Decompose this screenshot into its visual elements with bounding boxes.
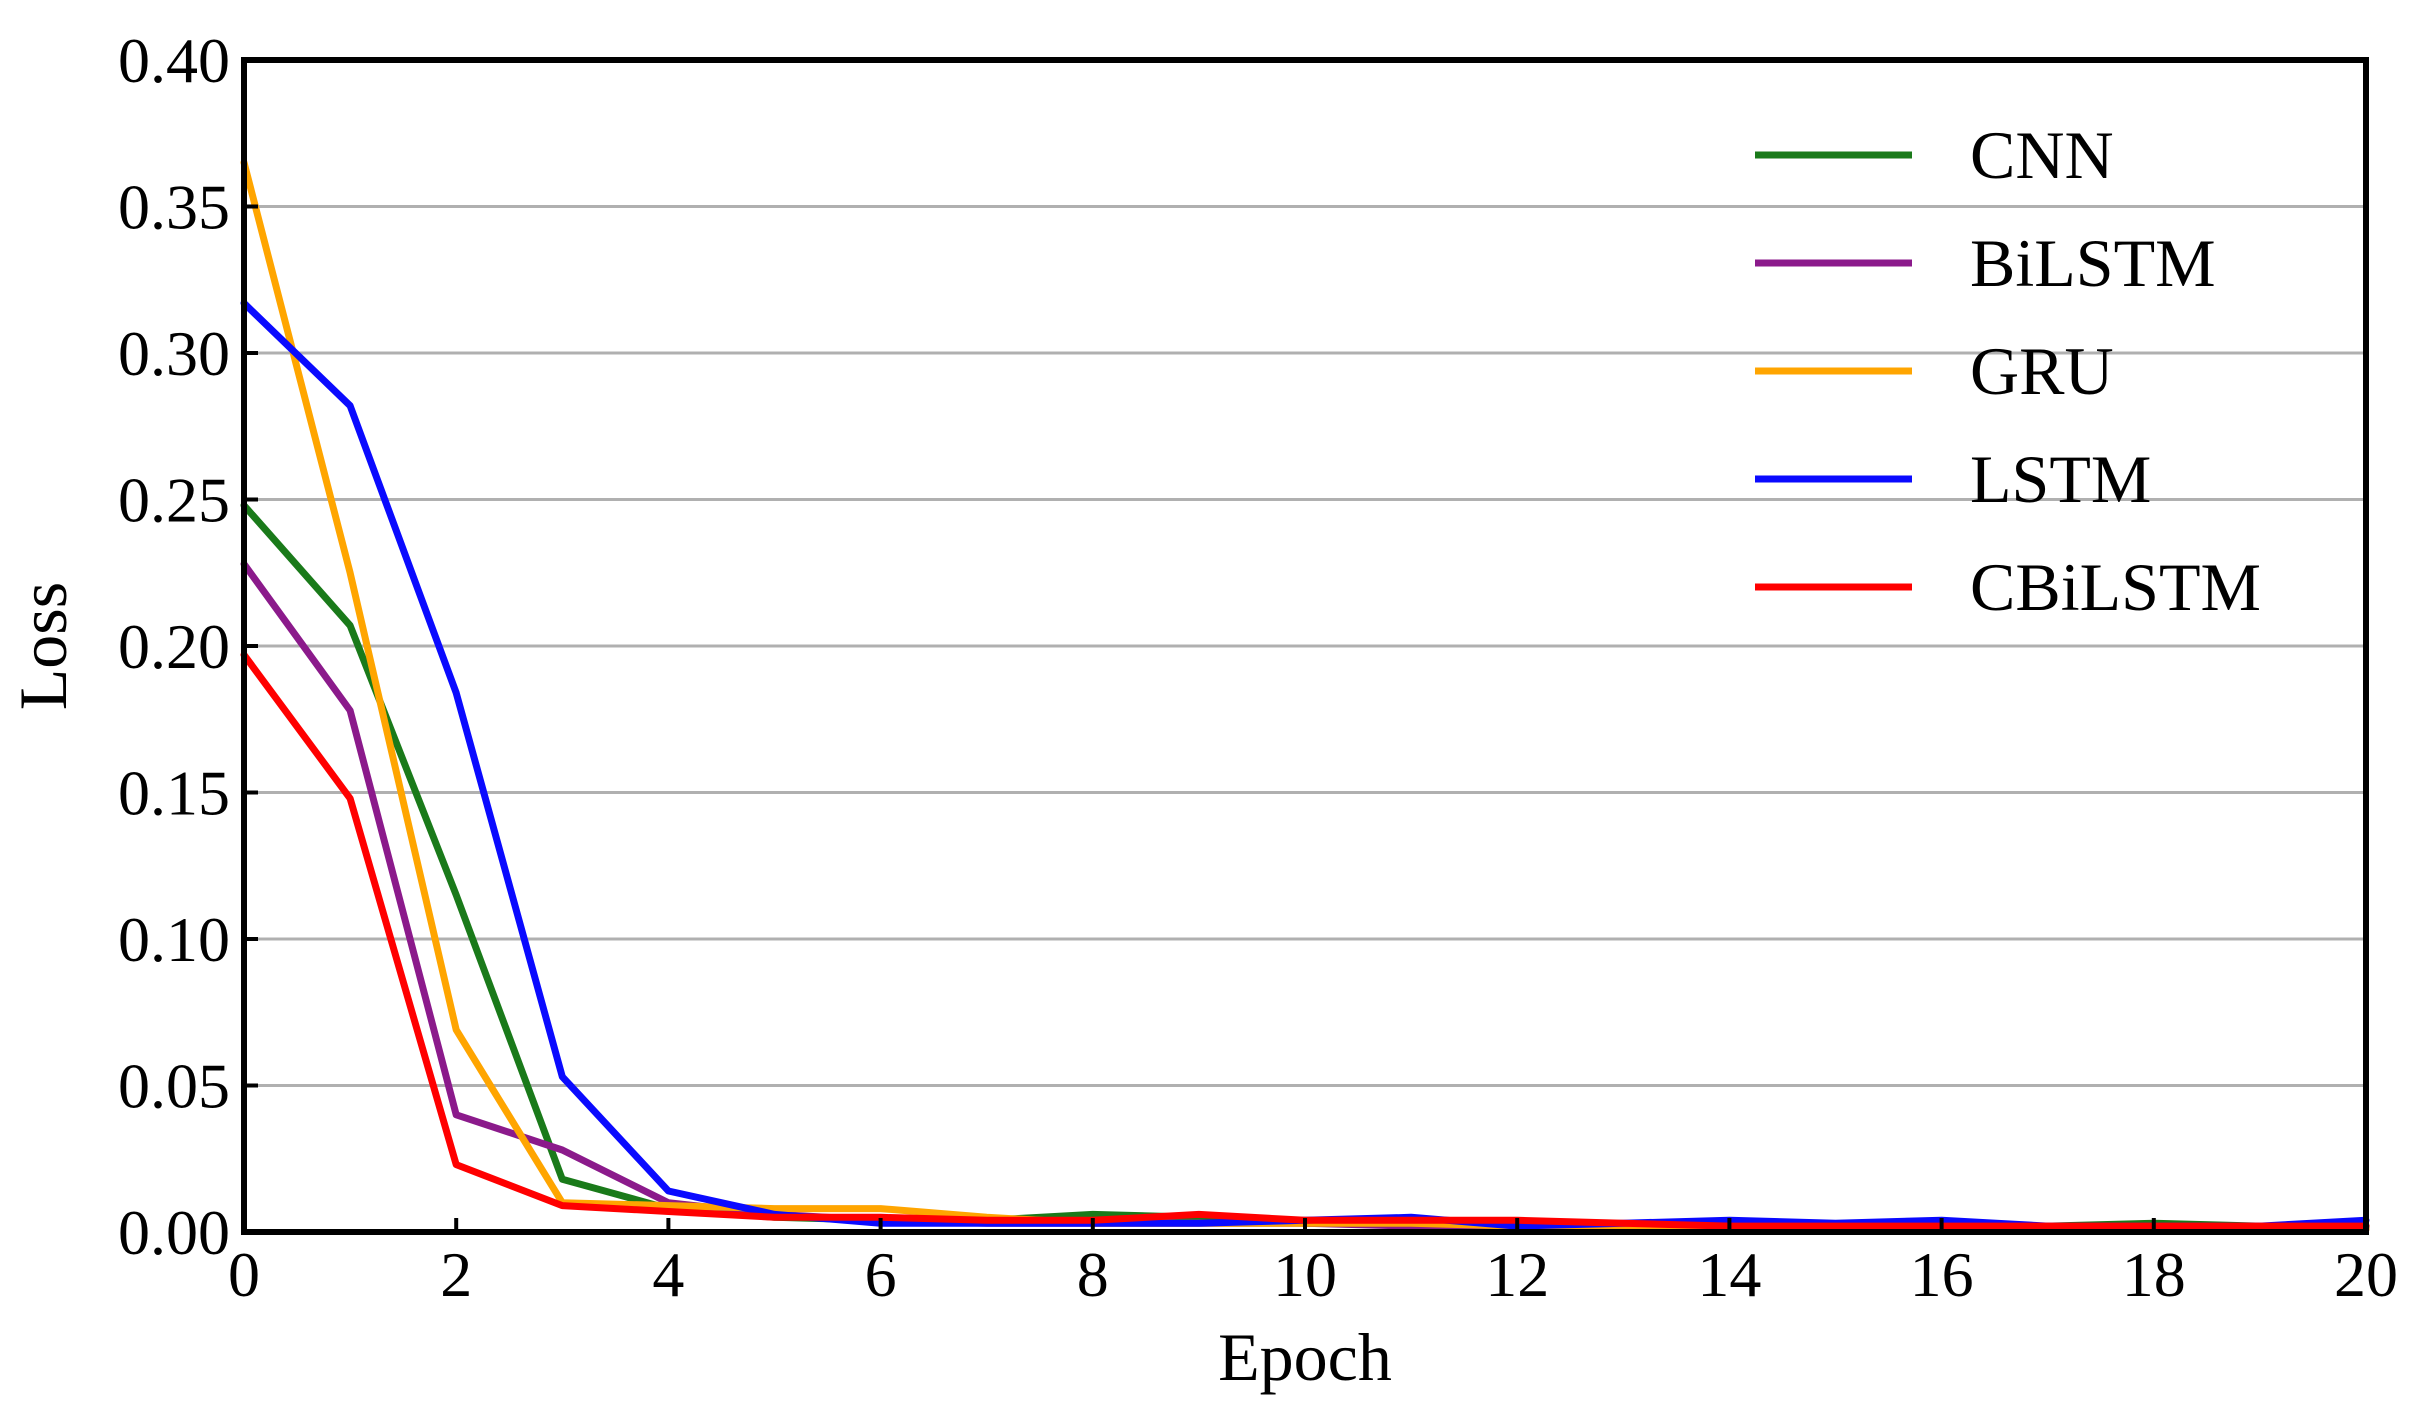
y-tick-label: 0.10	[118, 904, 230, 975]
y-tick-labels: 0.00 0.05 0.10 0.15 0.20 0.25 0.30 0.35 0.40	[118, 25, 230, 1268]
x-tick-label: 8	[1077, 1239, 1109, 1310]
legend-item-bilstm: BiLSTM	[1755, 225, 2216, 301]
legend-label: GRU	[1970, 333, 2114, 409]
legend: CNN BiLSTM GRU LSTM CBiLSTM	[1755, 117, 2261, 625]
axis-ticks	[242, 58, 2368, 1234]
x-tick-label: 12	[1485, 1239, 1549, 1310]
legend-label: BiLSTM	[1970, 225, 2216, 301]
legend-item-gru: GRU	[1755, 333, 2114, 409]
x-tick-label: 6	[865, 1239, 897, 1310]
y-tick-label: 0.20	[118, 611, 230, 682]
x-tick-label: 4	[652, 1239, 684, 1310]
x-tick-label: 16	[1910, 1239, 1974, 1310]
x-tick-label: 14	[1697, 1239, 1761, 1310]
x-tick-label: 20	[2334, 1239, 2398, 1310]
x-tick-label: 0	[228, 1239, 260, 1310]
y-tick-label: 0.30	[118, 318, 230, 389]
y-tick-label: 0.05	[118, 1051, 230, 1122]
x-tick-label: 18	[2122, 1239, 2186, 1310]
x-axis-title: Epoch	[1218, 1319, 1392, 1395]
series-lines	[240, 159, 2370, 1233]
y-tick-label: 0.25	[118, 465, 230, 536]
legend-item-lstm: LSTM	[1755, 441, 2151, 517]
y-tick-label: 0.00	[118, 1197, 230, 1268]
legend-item-cbilstm: CBiLSTM	[1755, 549, 2261, 625]
gridlines	[244, 205, 2366, 1087]
legend-label: LSTM	[1970, 441, 2151, 517]
x-tick-label: 10	[1273, 1239, 1337, 1310]
y-tick-label: 0.15	[118, 758, 230, 829]
x-tick-labels: 0 2 4 6 8 10 12 14 16 18 20	[228, 1239, 2398, 1310]
legend-label: CBiLSTM	[1970, 549, 2261, 625]
series-line-bilstm	[240, 560, 2370, 1233]
y-axis-title: Loss	[5, 582, 81, 710]
y-tick-label: 0.35	[118, 172, 230, 243]
x-tick-label: 2	[440, 1239, 472, 1310]
y-tick-label: 0.40	[118, 25, 230, 96]
legend-item-cnn: CNN	[1755, 117, 2114, 193]
legend-label: CNN	[1970, 117, 2114, 193]
